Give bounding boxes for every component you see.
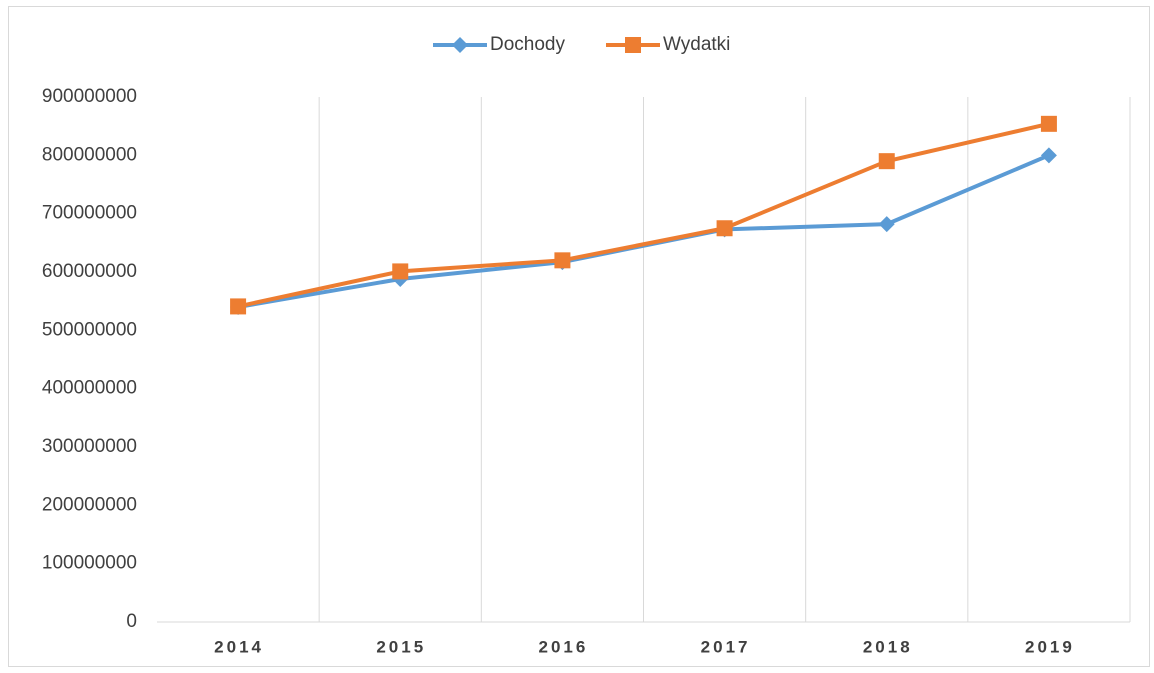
y-tick-label: 700000000 — [42, 203, 137, 224]
x-tick-label: 2014 — [214, 637, 264, 656]
marker — [878, 153, 895, 170]
marker — [554, 252, 571, 269]
y-tick-label: 600000000 — [42, 261, 137, 282]
series-line — [237, 121, 1050, 309]
marker — [230, 298, 247, 315]
marker — [392, 263, 409, 280]
y-tick-label: 900000000 — [42, 86, 137, 107]
marker — [716, 220, 733, 237]
y-tick-label: 300000000 — [42, 436, 137, 457]
x-tick-label: 2016 — [539, 637, 589, 656]
y-tick-label: 200000000 — [42, 494, 137, 515]
marker — [625, 37, 641, 53]
y-tick-label: 500000000 — [42, 319, 137, 340]
marker — [452, 37, 468, 53]
y-tick-label: 400000000 — [42, 378, 137, 399]
x-tick-label: 2017 — [701, 637, 751, 656]
marker — [1040, 115, 1057, 132]
legend-label: Dochody — [490, 34, 565, 55]
y-tick-label: 100000000 — [42, 553, 137, 574]
x-tick-label: 2015 — [376, 637, 426, 656]
marker — [878, 216, 895, 233]
legend-label: Wydatki — [663, 34, 730, 55]
chart-border — [8, 6, 1150, 667]
y-tick-label: 800000000 — [42, 144, 137, 165]
y-tick-label: 0 — [126, 611, 137, 632]
marker — [1040, 147, 1057, 164]
x-tick-label: 2018 — [863, 637, 913, 656]
x-tick-label: 2019 — [1025, 637, 1075, 656]
